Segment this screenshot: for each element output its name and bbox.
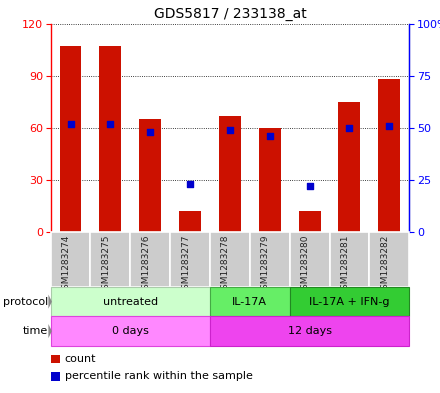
Bar — [210, 316, 409, 346]
Bar — [378, 79, 400, 232]
Text: GSM1283276: GSM1283276 — [141, 235, 150, 295]
Point — [266, 133, 273, 139]
Bar — [290, 232, 330, 287]
Text: GSM1283275: GSM1283275 — [101, 235, 110, 295]
Bar — [51, 316, 210, 346]
Text: IL-17A: IL-17A — [232, 297, 268, 307]
Text: GSM1283281: GSM1283281 — [341, 235, 349, 295]
Bar — [51, 232, 91, 287]
Bar — [170, 232, 210, 287]
Text: 0 days: 0 days — [112, 326, 149, 336]
Text: untreated: untreated — [103, 297, 158, 307]
Bar — [130, 232, 170, 287]
Bar — [369, 232, 409, 287]
Bar — [259, 128, 281, 232]
Text: GSM1283280: GSM1283280 — [301, 235, 310, 295]
Bar — [290, 287, 409, 316]
Bar — [338, 102, 360, 232]
Text: percentile rank within the sample: percentile rank within the sample — [65, 371, 253, 382]
Text: GSM1283274: GSM1283274 — [62, 235, 70, 295]
Text: GSM1283277: GSM1283277 — [181, 235, 190, 295]
Text: count: count — [65, 354, 96, 364]
Point — [306, 183, 313, 189]
Bar — [219, 116, 241, 232]
Title: GDS5817 / 233138_at: GDS5817 / 233138_at — [154, 7, 306, 21]
Point — [386, 123, 393, 129]
Point — [187, 181, 194, 187]
Text: GSM1283279: GSM1283279 — [261, 235, 270, 295]
Text: IL-17A + IFN-g: IL-17A + IFN-g — [309, 297, 390, 307]
Text: GSM1283278: GSM1283278 — [221, 235, 230, 295]
Point — [346, 125, 353, 131]
Bar — [330, 232, 369, 287]
Text: 12 days: 12 days — [288, 326, 332, 336]
Bar — [91, 232, 130, 287]
Text: protocol: protocol — [3, 297, 48, 307]
Bar — [139, 119, 161, 232]
Bar — [210, 287, 290, 316]
Point — [227, 127, 234, 133]
Text: GSM1283282: GSM1283282 — [380, 235, 389, 295]
Bar — [99, 46, 121, 232]
Bar — [59, 46, 81, 232]
Text: time: time — [23, 326, 48, 336]
Bar — [250, 232, 290, 287]
Point — [147, 129, 154, 135]
Bar — [299, 211, 321, 232]
Point — [67, 120, 74, 127]
Bar — [210, 232, 250, 287]
Bar — [51, 287, 210, 316]
Bar — [179, 211, 201, 232]
Point — [107, 120, 114, 127]
